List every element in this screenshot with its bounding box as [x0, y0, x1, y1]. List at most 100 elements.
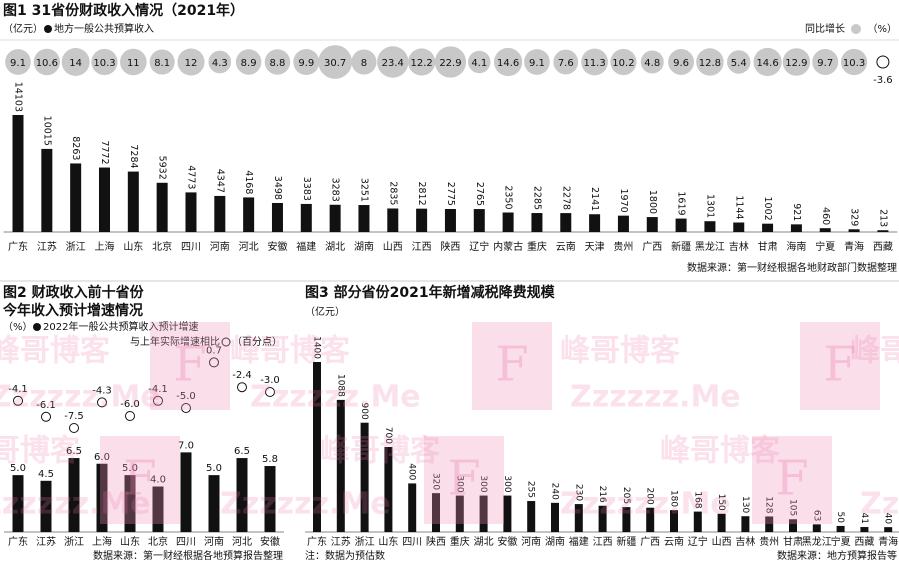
- bar: [527, 501, 536, 532]
- marker: [69, 423, 79, 433]
- bar: [40, 480, 52, 532]
- data-label: 180: [669, 490, 679, 507]
- bar: [819, 228, 831, 232]
- watermark: F: [495, 337, 528, 393]
- data-label: 4347: [214, 169, 225, 193]
- x-tick-label: 吉林: [729, 240, 749, 253]
- bubble: [177, 48, 205, 76]
- bar: [473, 209, 485, 232]
- watermark-box: [472, 322, 552, 410]
- data-label: 2775: [445, 182, 456, 206]
- bubble: [696, 48, 724, 76]
- data-label: 300: [454, 475, 464, 492]
- x-tick-label: 甘肃: [758, 240, 778, 253]
- bubble: [235, 49, 262, 75]
- data-label: 205: [621, 487, 631, 504]
- bar: [675, 218, 687, 232]
- bar: [384, 447, 393, 532]
- x-tick-label: 辽宁: [688, 535, 708, 548]
- x-tick-label: 北京: [148, 535, 168, 548]
- marker: [237, 382, 247, 393]
- x-tick-label: 山西: [383, 241, 403, 253]
- bubble-label: 14.6: [756, 58, 778, 69]
- marker: [181, 403, 191, 413]
- watermark-box: [100, 436, 180, 524]
- data-label: 4168: [243, 170, 254, 194]
- source: 数据来源：第一财经根据各地预算报告整理: [93, 549, 283, 562]
- bar: [479, 495, 488, 532]
- x-tick-label: 贵州: [613, 240, 633, 253]
- bubble: [753, 47, 782, 77]
- bubble: [351, 49, 377, 75]
- data-label: 5.0: [10, 463, 26, 474]
- watermark: F: [173, 337, 206, 393]
- x-tick-label: 江西: [593, 536, 613, 548]
- x-tick-label: 青海: [844, 240, 864, 253]
- marker: [13, 395, 23, 406]
- bar: [551, 502, 559, 532]
- bubble-label: 9.7: [817, 58, 833, 69]
- bubble: [5, 49, 31, 75]
- bar: [646, 507, 655, 532]
- bubble-label: 5.4: [731, 58, 747, 69]
- bubble: [33, 48, 61, 76]
- bar: [12, 475, 24, 532]
- bar: [432, 493, 440, 532]
- x-tick-label: 宁夏: [815, 240, 835, 253]
- x-tick-label: 西藏: [854, 536, 874, 548]
- x-tick-label: 辽宁: [469, 240, 489, 253]
- source: 数据来源：地方预算报告等: [777, 549, 897, 562]
- data-label: 255: [526, 481, 536, 498]
- watermark: Zzzzzz.Me: [0, 380, 161, 415]
- data-label: 50: [835, 511, 845, 523]
- data-label: 230: [573, 484, 583, 501]
- data-label: 1970: [618, 188, 629, 212]
- bubble: [91, 48, 118, 76]
- x-tick-label: 浙江: [64, 536, 84, 548]
- bar: [790, 224, 802, 232]
- bar: [243, 197, 255, 232]
- x-tick-label: 宁夏: [831, 535, 851, 548]
- x-tick-label: 安徽: [260, 535, 280, 548]
- bar: [214, 195, 226, 232]
- bubble-label: 30.7: [324, 58, 346, 69]
- marker: [265, 387, 275, 397]
- data-label: 5.0: [122, 463, 138, 474]
- bubble-label: 11: [127, 58, 140, 69]
- bubble: [668, 49, 695, 75]
- watermark-box: [150, 322, 230, 410]
- bar: [68, 458, 80, 532]
- data-label: 4773: [185, 165, 196, 189]
- watermark: 峰哥博客: [0, 434, 80, 469]
- data-label: 1400: [312, 336, 322, 359]
- data-label: 4.0: [150, 475, 166, 486]
- bubble: [876, 55, 890, 69]
- data-label: 10015: [41, 116, 52, 146]
- bar: [717, 513, 726, 532]
- bar: [646, 217, 658, 232]
- bar: [329, 204, 341, 232]
- x-tick-label: 湖北: [474, 536, 494, 548]
- data-label: 0.7: [206, 345, 222, 356]
- x-tick-label: 四川: [176, 537, 196, 548]
- unit: （%）: [867, 23, 897, 35]
- data-label: 921: [791, 203, 802, 221]
- x-tick-label: 浙江: [66, 241, 86, 253]
- bar: [762, 223, 774, 232]
- x-tick-label: 北京: [152, 240, 172, 253]
- marker: [153, 395, 163, 406]
- watermark: F: [123, 451, 156, 507]
- x-tick-label: 河南: [204, 535, 224, 548]
- bar: [96, 463, 108, 532]
- watermark: 峰哥博客: [0, 334, 110, 369]
- x-tick-label: 广西: [640, 536, 660, 548]
- data-label: 3283: [330, 178, 341, 202]
- bar: [848, 229, 860, 232]
- x-tick-label: 广东: [8, 535, 28, 548]
- data-label: 7772: [99, 140, 110, 164]
- bar: [236, 458, 248, 532]
- watermark: Zzzzzz.Me: [560, 487, 731, 522]
- bubble: [727, 50, 751, 74]
- bubble-label: 9.1: [10, 58, 26, 69]
- bubble-label: 10.2: [612, 58, 634, 69]
